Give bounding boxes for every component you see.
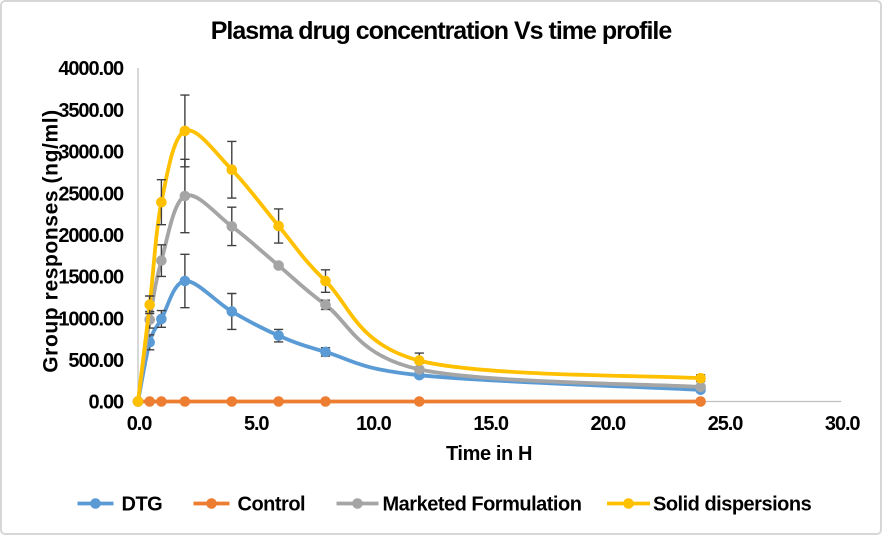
- svg-text:1000.00: 1000.00: [58, 308, 124, 330]
- svg-text:25.0: 25.0: [708, 413, 744, 435]
- svg-text:2000.00: 2000.00: [58, 225, 124, 247]
- svg-text:3000.00: 3000.00: [58, 142, 124, 164]
- svg-text:3500.00: 3500.00: [58, 100, 124, 122]
- svg-text:Group responses (ng/ml): Group responses (ng/ml): [40, 109, 63, 373]
- svg-text:2500.00: 2500.00: [58, 183, 124, 205]
- svg-text:4000.00: 4000.00: [58, 58, 124, 80]
- svg-text:1500.00: 1500.00: [58, 267, 124, 289]
- svg-text:10.0: 10.0: [356, 413, 392, 435]
- svg-text:Control: Control: [238, 494, 306, 516]
- svg-text:Time in H: Time in H: [446, 443, 532, 465]
- svg-text:Marketed Formulation: Marketed Formulation: [383, 494, 582, 516]
- svg-text:15.0: 15.0: [473, 413, 509, 435]
- svg-text:20.0: 20.0: [591, 413, 627, 435]
- svg-text:DTG: DTG: [122, 494, 163, 516]
- svg-text:0.0: 0.0: [127, 413, 152, 435]
- svg-text:5.0: 5.0: [244, 413, 269, 435]
- svg-text:30.0: 30.0: [825, 413, 861, 435]
- svg-text:500.00: 500.00: [68, 350, 124, 372]
- svg-text:0.00: 0.00: [88, 392, 124, 414]
- svg-text:Solid dispersions: Solid dispersions: [653, 494, 812, 516]
- svg-text:Plasma drug concentration Vs t: Plasma drug concentration Vs time profil…: [211, 17, 673, 45]
